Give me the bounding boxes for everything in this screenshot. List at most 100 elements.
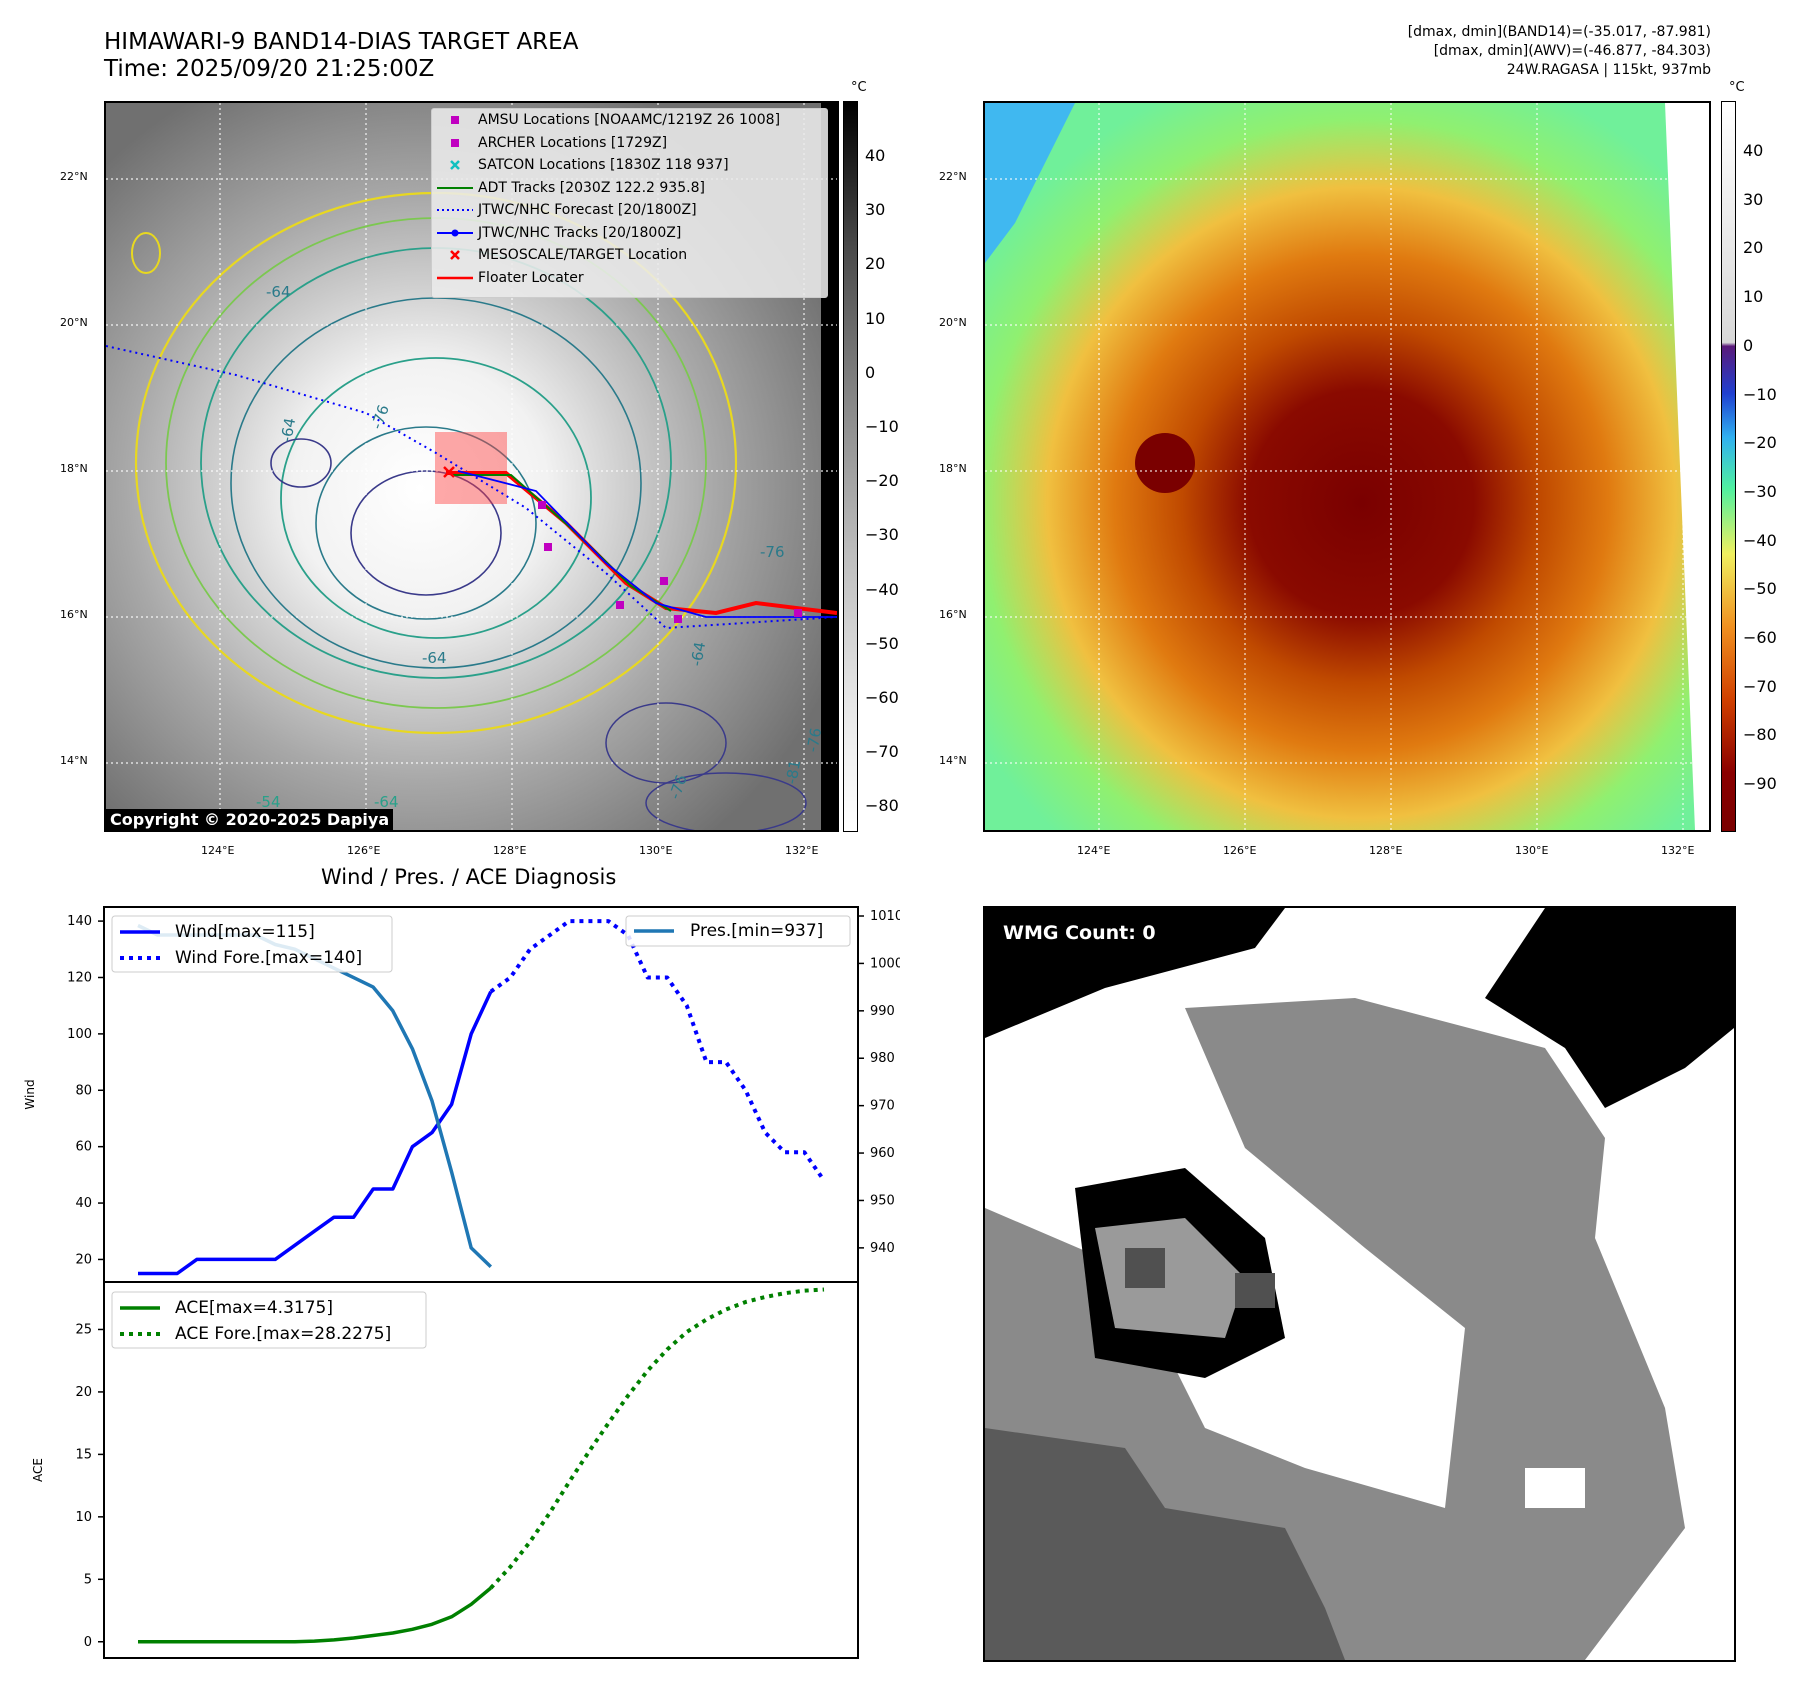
colorbar-tick-label: −30 xyxy=(1743,481,1777,501)
colorbar-tick-label: −50 xyxy=(865,633,899,653)
lat-label: 16°N xyxy=(939,608,967,621)
colorbar-tick-label: 0 xyxy=(865,362,876,382)
lon-label: 126°E xyxy=(347,844,381,857)
map-legend: AMSU Locations [NOAAMC/1219Z 26 1008] AR… xyxy=(431,108,828,298)
legend-item-archer: ARCHER Locations [1729Z] xyxy=(432,132,827,155)
pres-ytick-label: 980 xyxy=(870,1051,895,1066)
ace-ytick-label: 5 xyxy=(84,1572,92,1587)
figure-title: HIMAWARI-9 BAND14-DIAS TARGET AREA xyxy=(104,29,579,55)
colorbar-tick-label: −90 xyxy=(1743,774,1777,794)
wind-forecast-series xyxy=(489,919,826,1182)
legend-item-jtwc-forecast: JTWC/NHC Forecast [20/1800Z] xyxy=(432,199,827,222)
lon-label: 126°E xyxy=(1223,844,1257,857)
colorbar-tick-label: −10 xyxy=(865,417,899,436)
lon-label: 124°E xyxy=(201,844,235,857)
diag-chart: 2040608010012014094095096097098099010001… xyxy=(23,906,900,1659)
colorbar-tick-label: 40 xyxy=(865,146,886,165)
contour-label: -64 xyxy=(422,649,447,667)
colorbar-tick-label: 10 xyxy=(865,308,886,328)
colorbar-tick-label: −20 xyxy=(865,471,899,491)
legend-ace-fore-label: ACE Fore.[max=28.2275] xyxy=(175,1324,391,1344)
legend-item-adt: ADT Tracks [2030Z 122.2 935.8] xyxy=(432,177,827,200)
wmg-count: WMG Count: 0 xyxy=(1003,922,1156,944)
ace-forecast-series xyxy=(489,1287,825,1590)
wind-series xyxy=(138,990,493,1276)
lat-label: 18°N xyxy=(939,462,967,475)
legend-item-mesoscale: MESOSCALE/TARGET Location xyxy=(432,244,827,267)
legend-wind-label: Wind[max=115] xyxy=(175,922,315,942)
ace-ytick-label: 20 xyxy=(75,1385,92,1400)
colorbar-tick-label: 30 xyxy=(1743,189,1764,209)
lat-label: 14°N xyxy=(939,754,967,767)
legend-item-jtwc-tracks: JTWC/NHC Tracks [20/1800Z] xyxy=(432,222,827,245)
lat-label: 16°N xyxy=(60,608,88,621)
line-dot-icon xyxy=(437,229,473,237)
ace-series xyxy=(138,1586,492,1644)
contour-label: -64 xyxy=(266,283,291,301)
colorbar-tick-label: 30 xyxy=(865,200,886,220)
pres-ytick-label: 940 xyxy=(870,1241,895,1256)
ace-ytick-label: 0 xyxy=(84,1635,92,1650)
square-icon xyxy=(451,116,459,125)
legend-ace-label: ACE[max=4.3175] xyxy=(175,1298,333,1318)
colorbar-tick-label: −60 xyxy=(1743,628,1777,647)
ace-ytick-label: 25 xyxy=(75,1322,92,1337)
color-colorbar xyxy=(1721,101,1736,832)
colorbar-tick-label: −40 xyxy=(1743,530,1777,550)
dmax-awv: [dmax, dmin](AWV)=(-46.877, -84.303) xyxy=(1433,43,1711,59)
lat-label: 20°N xyxy=(60,316,88,329)
figure-time: Time: 2025/09/20 21:25:00Z xyxy=(104,56,435,82)
colorbar-tick-label: −10 xyxy=(1743,384,1777,404)
colorbar-tick-label: −80 xyxy=(865,796,899,816)
pres-ytick-label: 1010 xyxy=(870,909,900,924)
wind-legend xyxy=(111,915,393,973)
wmg-image xyxy=(985,908,1734,1660)
colorbar-tick-label: 10 xyxy=(1743,287,1764,307)
wind-ytick-label: 140 xyxy=(67,914,92,929)
line-icon xyxy=(437,276,473,279)
awv-map-image xyxy=(985,103,1709,830)
wind-ytick-label: 100 xyxy=(67,1027,92,1042)
dotted-line-icon xyxy=(437,209,473,212)
pres-legend xyxy=(625,915,851,947)
lon-label: 128°E xyxy=(493,844,527,857)
colorbar-unit: °C xyxy=(851,80,867,95)
colorbar-tick-label: −60 xyxy=(865,688,899,707)
wind-ytick-label: 80 xyxy=(75,1083,92,1098)
pres-ytick-label: 970 xyxy=(870,1099,895,1114)
lat-label: 14°N xyxy=(60,754,88,767)
storm-info: 24W.RAGASA | 115kt, 937mb xyxy=(1506,62,1711,78)
pres-ytick-label: 960 xyxy=(870,1146,895,1161)
wind-ytick-label: 40 xyxy=(75,1196,92,1211)
colorbar-tick-label: −20 xyxy=(1743,433,1777,453)
colorbar-tick-label: −80 xyxy=(1743,725,1777,745)
colorbar-tick-label: 0 xyxy=(1743,335,1754,355)
x-icon xyxy=(450,160,460,171)
contour-label: -54 xyxy=(256,793,281,811)
x-icon xyxy=(450,250,460,261)
colorbar-tick-label: −40 xyxy=(865,579,899,599)
copyright-label: Copyright © 2020-2025 Dapiya xyxy=(106,809,394,830)
wind-ytick-label: 60 xyxy=(75,1140,92,1155)
pressure-series xyxy=(137,923,493,1269)
lat-label: 22°N xyxy=(60,170,88,183)
line-icon xyxy=(437,186,473,189)
contour-label: -76 xyxy=(760,543,785,561)
legend-item-floater: Floater Locater xyxy=(432,267,827,290)
colorbar-unit: °C xyxy=(1729,80,1745,95)
lon-label: 128°E xyxy=(1369,844,1403,857)
colorbar-tick-label: 20 xyxy=(865,254,886,274)
lon-label: 132°E xyxy=(1661,844,1695,857)
colorbar-tick-label: 20 xyxy=(1743,238,1764,258)
lon-label: 130°E xyxy=(1515,844,1549,857)
colorbar-tick-label: −70 xyxy=(1743,676,1777,696)
lat-label: 20°N xyxy=(939,316,967,329)
wind-ytick-label: 120 xyxy=(67,970,92,985)
legend-wind-fore-label: Wind Fore.[max=140] xyxy=(175,948,362,968)
pres-ytick-label: 1000 xyxy=(870,956,900,971)
dmax-band14: [dmax, dmin](BAND14)=(-35.017, -87.981) xyxy=(1407,24,1711,40)
square-icon xyxy=(451,138,459,147)
pres-ytick-label: 990 xyxy=(870,1004,895,1019)
legend-item-amsu: AMSU Locations [NOAAMC/1219Z 26 1008] xyxy=(432,109,827,132)
